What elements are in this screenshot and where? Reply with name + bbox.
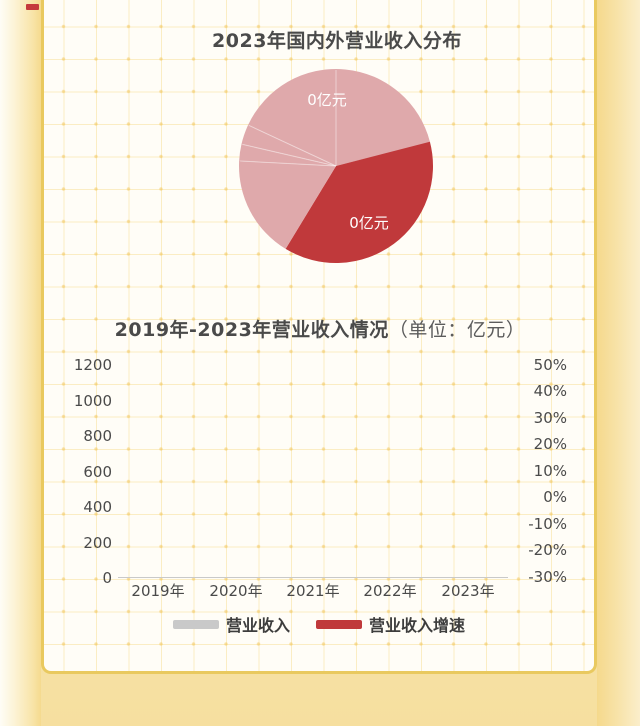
right-axis-tick: 10% [533,462,567,480]
x-axis-label: 2021年 [286,582,340,600]
left-axis-tick: 1200 [73,356,112,374]
x-axis-label: 2020年 [209,582,263,600]
revenue-chart-unit-label: （单位：亿元） [388,319,526,341]
pie-divider-line [242,143,337,167]
legend-item-growth[interactable]: 营业收入增速 [316,612,465,636]
pie-chart: 0亿元 0亿元 [238,69,433,263]
left-axis-tick: 200 [83,534,112,552]
pie-chart-title: 2023年国内外营业收入分布 [212,30,462,52]
red-dash-mark [26,4,39,10]
chart-legend: 营业收入 营业收入增速 [44,612,594,636]
right-axis-tick: 20% [533,435,567,453]
pie-slice [241,125,336,166]
left-axis-tick: 0 [102,569,112,587]
right-axis-tick: 0% [543,488,567,506]
right-axis-tick: 40% [533,382,567,400]
left-axis-tick: 400 [83,498,112,516]
pie-slice-label: 0亿元 [307,91,347,109]
revenue-bar-swatch-icon [172,619,219,629]
pie-slice [239,144,336,166]
pie-slice [248,69,431,166]
left-gradient-band [0,0,41,726]
right-gradient-band [597,0,640,726]
right-axis-tick: 30% [533,409,567,427]
revenue-chart-title-text: 2019年-2023年营业收入情况 [114,319,389,341]
right-axis-tick: -10% [528,515,567,533]
left-axis-tick: 800 [83,427,112,445]
right-axis-tick: -30% [528,568,567,586]
pie-divider-line [240,160,337,167]
pie-slice [285,141,433,263]
legend-label-growth: 营业收入增速 [369,616,466,635]
right-axis-tick: -20% [528,541,567,559]
legend-item-revenue[interactable]: 营业收入 [172,612,290,636]
left-axis-tick: 600 [83,463,112,481]
left-axis-tick: 1000 [73,392,112,410]
growth-line-swatch-icon [316,619,362,629]
x-axis-label: 2022年 [363,582,417,600]
x-axis-label: 2019年 [131,582,185,600]
pie-slice [238,160,336,249]
revenue-chart-title: 2019年-2023年营业收入情况（单位：亿元） [115,315,526,342]
pie-divider-line [248,124,337,167]
x-axis-label: 2023年 [441,582,495,600]
right-axis-tick: 50% [533,356,567,374]
pie-slice-label: 0亿元 [349,214,389,232]
x-axis-line [118,577,508,578]
legend-label-revenue: 营业收入 [225,616,290,635]
